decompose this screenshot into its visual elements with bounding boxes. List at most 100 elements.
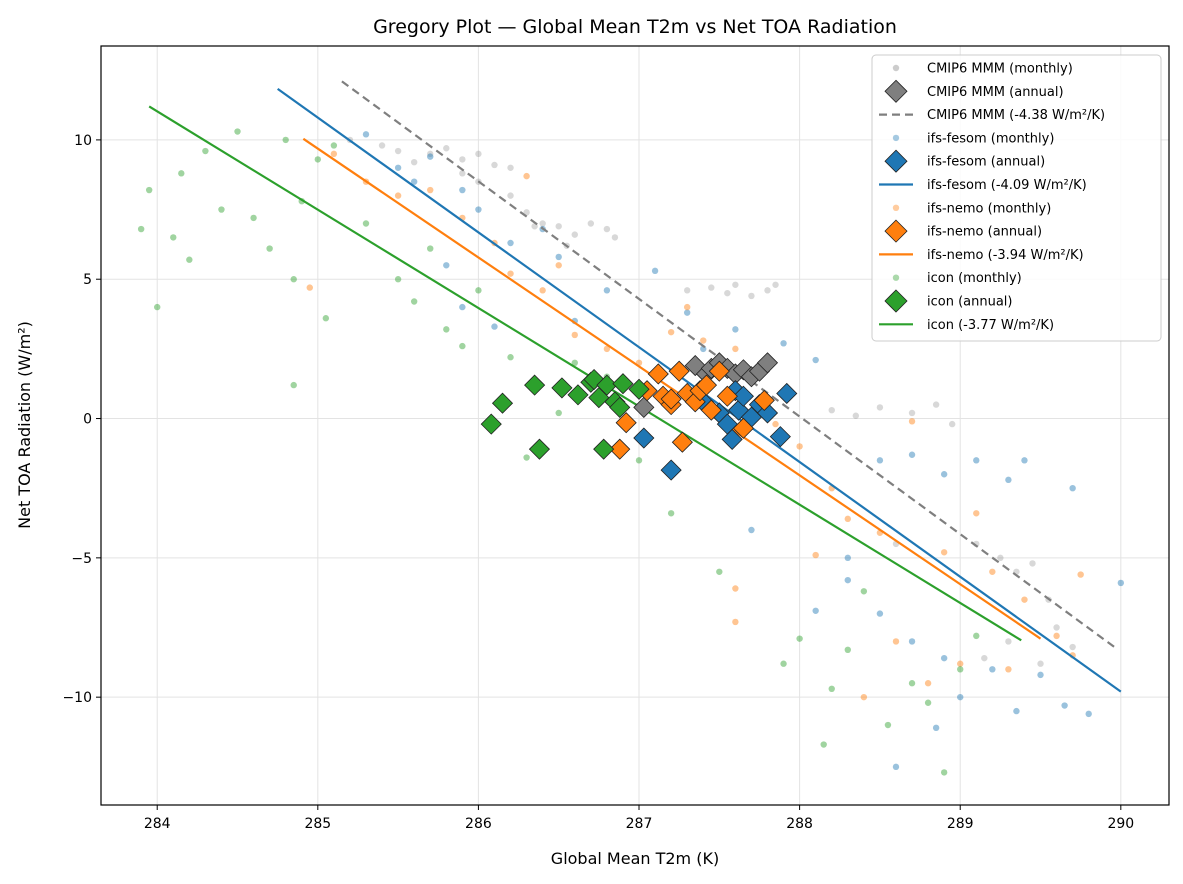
- annual-point: [660, 388, 682, 410]
- monthly-point: [940, 654, 948, 662]
- monthly-point: [410, 298, 418, 305]
- monthly-point: [555, 253, 562, 261]
- monthly-point: [539, 220, 546, 227]
- monthly-point: [892, 638, 900, 645]
- monthly-point: [523, 454, 530, 461]
- legend-label: CMIP6 MMM (annual): [927, 85, 1064, 100]
- monthly-point: [1069, 484, 1076, 492]
- monthly-point: [459, 342, 466, 350]
- monthly-point: [812, 356, 819, 364]
- monthly-point: [876, 457, 884, 464]
- x-tick-label: 287: [626, 816, 653, 832]
- monthly-point: [948, 420, 956, 428]
- monthly-point: [820, 741, 827, 748]
- annual-point: [633, 427, 655, 449]
- monthly-point: [1117, 579, 1125, 587]
- monthly-point: [507, 164, 514, 171]
- monthly-point: [571, 359, 578, 367]
- monthly-point: [957, 693, 964, 701]
- monthly-point: [732, 618, 739, 626]
- monthly-point: [667, 328, 675, 336]
- monthly-point: [427, 245, 434, 252]
- monthly-point: [394, 164, 402, 171]
- cmip6-mmm-monthly-series: [346, 136, 1076, 667]
- monthly-point: [475, 206, 482, 213]
- annual-point: [756, 352, 779, 374]
- monthly-point: [844, 515, 851, 523]
- monthly-point: [1061, 702, 1068, 709]
- ifs-nemo-3-94-w-m-k-fit-line: [302, 137, 1042, 640]
- monthly-point: [539, 287, 546, 294]
- chart-title: Gregory Plot — Global Mean T2m vs Net TO…: [373, 16, 897, 38]
- monthly-point: [708, 284, 715, 291]
- monthly-point: [908, 451, 916, 458]
- monthly-point: [828, 406, 835, 414]
- monthly-point: [587, 220, 595, 227]
- monthly-point: [410, 158, 418, 166]
- annual-point: [716, 385, 738, 407]
- annual-point: [721, 428, 743, 450]
- monthly-point: [1069, 643, 1076, 651]
- monthly-point: [1085, 710, 1092, 718]
- legend-label: CMIP6 MMM (-4.38 W/m²/K): [927, 108, 1105, 123]
- monthly-point: [989, 568, 996, 575]
- y-tick-label: −10: [62, 690, 92, 706]
- monthly-point: [290, 381, 297, 389]
- monthly-point: [973, 510, 980, 517]
- annual-point: [633, 396, 655, 418]
- monthly-point: [507, 239, 514, 247]
- x-axis-label: Global Mean T2m (K): [551, 849, 719, 868]
- annual-point: [700, 399, 722, 421]
- y-tick-label: 10: [74, 133, 92, 149]
- x-tick-label: 284: [144, 816, 171, 832]
- annual-point: [528, 438, 551, 460]
- legend-label: ifs-nemo (monthly): [927, 201, 1051, 216]
- annual-point: [756, 402, 779, 424]
- monthly-point: [1021, 596, 1028, 603]
- monthly-point: [218, 206, 225, 213]
- monthly-point: [202, 147, 209, 155]
- monthly-point: [234, 128, 241, 135]
- y-axis-label: Net TOA Radiation (W/m²): [15, 321, 34, 529]
- legend-label: ifs-fesom (monthly): [927, 131, 1054, 146]
- monthly-point: [844, 646, 851, 654]
- annual-point: [753, 389, 775, 411]
- legend-marker-monthly: [892, 64, 900, 72]
- monthly-point: [932, 724, 940, 732]
- monthly-point: [314, 156, 322, 163]
- monthly-point: [330, 150, 338, 158]
- monthly-point: [908, 409, 916, 417]
- monthly-point: [571, 231, 578, 238]
- legend-label: icon (monthly): [927, 271, 1022, 286]
- monthly-point: [491, 323, 498, 330]
- monthly-point: [1053, 624, 1060, 631]
- monthly-point: [716, 568, 723, 575]
- monthly-point: [507, 270, 514, 277]
- monthly-point: [427, 150, 434, 158]
- monthly-point: [748, 292, 755, 300]
- monthly-point: [154, 303, 161, 311]
- monthly-point: [732, 345, 739, 353]
- monthly-point: [732, 326, 739, 333]
- monthly-point: [145, 186, 153, 194]
- x-tick-label: 290: [1107, 816, 1134, 832]
- monthly-point: [973, 632, 980, 640]
- legend-marker-monthly: [892, 204, 900, 211]
- legend-marker-monthly: [892, 134, 900, 142]
- annual-point: [609, 438, 631, 460]
- monthly-point: [394, 192, 402, 199]
- annual-point: [708, 360, 730, 382]
- annual-point: [671, 431, 693, 453]
- monthly-point: [860, 588, 868, 595]
- monthly-point: [1005, 476, 1012, 484]
- monthly-point: [282, 136, 289, 144]
- monthly-point: [459, 156, 466, 163]
- monthly-point: [507, 192, 514, 199]
- monthly-point: [1029, 560, 1036, 567]
- monthly-point: [266, 245, 273, 252]
- annual-point: [596, 374, 618, 396]
- annual-point: [695, 374, 718, 396]
- monthly-point: [1053, 632, 1060, 640]
- monthly-point: [322, 315, 330, 322]
- monthly-point: [924, 699, 932, 706]
